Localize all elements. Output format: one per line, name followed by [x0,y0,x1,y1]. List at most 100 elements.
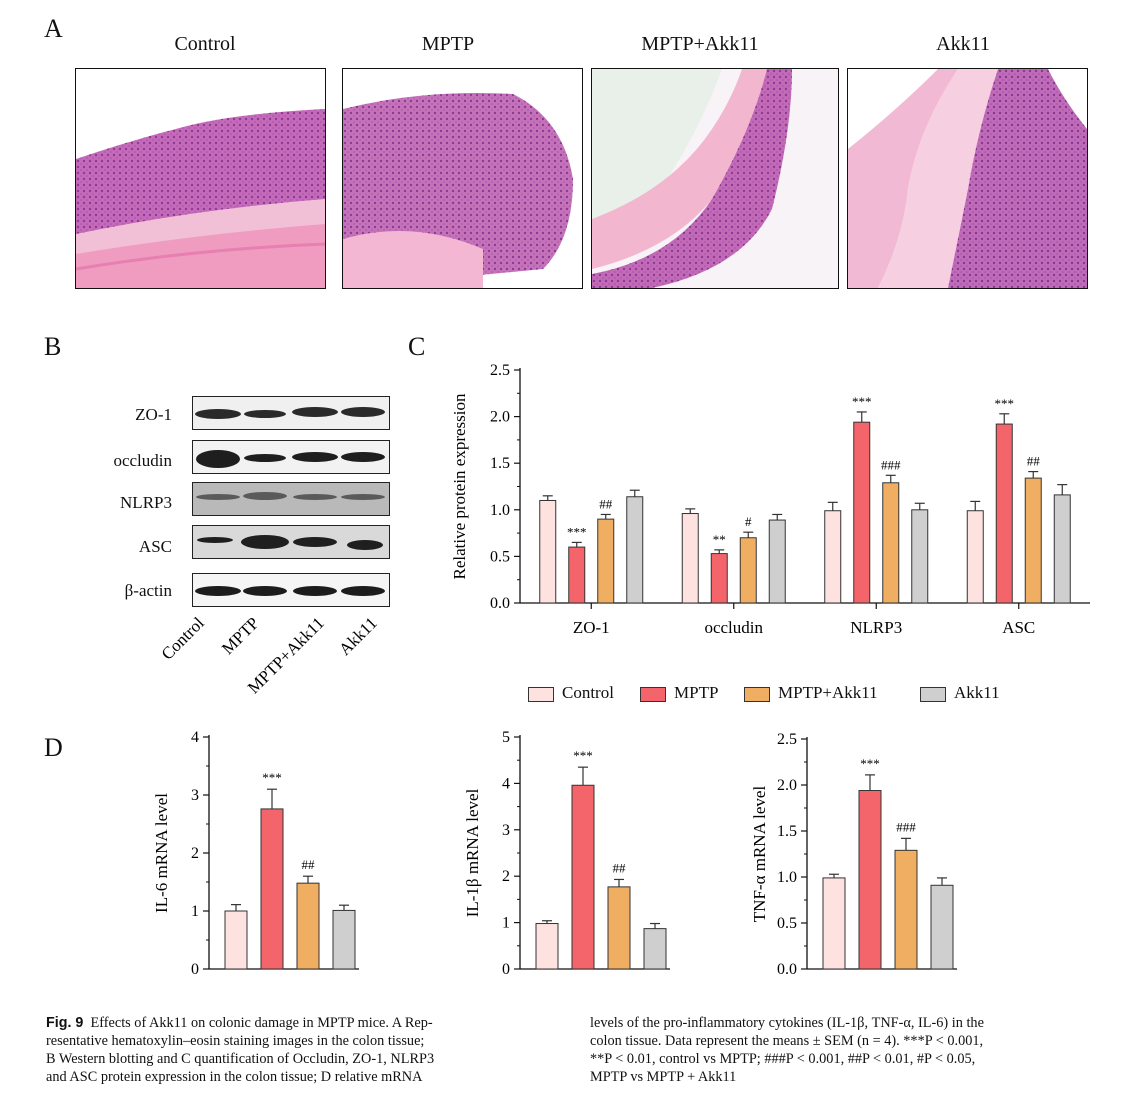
caption-right-line-4: MPTP vs MPTP + Akk11 [590,1069,737,1085]
chart-c-nlrp3-3-bar [911,509,929,604]
chart-c-significance-mark: *** [567,524,587,539]
chart-d3-ytick-label: 1.5 [777,823,797,840]
legend-label-control: Control [562,683,614,702]
chart-d3-ytick-label: 1.0 [777,869,797,886]
chart-c-zo1-0-bar [539,499,557,604]
chart-d1-ytick-label: 4 [191,729,199,746]
legend: Control MPTP MPTP+Akk11 Akk11 [528,683,1048,705]
panel-letter-d: D [44,733,63,762]
wb-label-zo1: ZO-1 [135,405,172,424]
chart-c-nlrp3-2-bar [882,482,900,604]
chart-c-zo1-3-bar [626,496,644,604]
chart-c-nlrp3-1-bar [853,421,871,604]
chart-d1-3-bar [332,909,356,970]
chart-c-xtick-label: NLRP3 [850,618,902,637]
chart-d1-0-bar [224,910,248,970]
chart-c-significance-mark: ** [713,532,726,547]
chart-c-ytick-label: 2.5 [490,362,510,379]
panel-letter-b: B [44,332,62,361]
chart-d3-significance-mark: *** [860,756,880,771]
legend-label-mptp-akk11: MPTP+Akk11 [778,683,878,702]
chart-d3-ytick-label: 2.0 [777,777,797,794]
chart-c-protein-expression: 0.0 0.5 1.0 1.5 2.0 2.5 Relative protein expre… [450,362,1090,637]
wb-lane-mptp: MPTP [218,613,263,658]
chart-d-il6: 0 1 2 3 4 IL-6 mRNA level *** ## [152,729,359,978]
chart-d2-ytick-label: 4 [502,775,510,792]
chart-c-asc-3-bar [1053,494,1071,604]
chart-d3-ytick-label: 0.5 [777,915,797,932]
histology-label-akk11: Akk11 [936,33,990,55]
chart-d2-ytick-label: 2 [502,868,510,885]
chart-d1-2-bar [296,882,320,970]
chart-c-occludin-3-bar [768,519,786,604]
chart-d3-3-bar [930,884,954,970]
chart-d2-3-bar [643,928,667,970]
wb-lane-akk11: Akk11 [335,613,381,659]
legend-label-mptp: MPTP [674,683,719,702]
chart-c-asc-2-bar [1024,477,1042,604]
chart-c-xtick-label: ZO-1 [573,618,610,637]
caption-right: levels of the pro-inflammatory cytokines… [590,1014,1110,1086]
chart-c-significance-mark: *** [995,396,1015,411]
chart-c-asc-0-bar [966,510,984,604]
chart-c-significance-mark: *** [852,394,872,409]
chart-d1-significance-mark: ## [302,857,316,872]
legend-swatch-akk11 [920,687,946,702]
chart-d2-ylabel: IL-1β mRNA level [463,788,482,917]
chart-d2-ytick-label: 0 [502,961,510,978]
histology-image-control [75,68,326,289]
caption-right-line-1: levels of the pro-inflammatory cytokines… [590,1015,984,1031]
wb-lane-control: Control [158,613,208,663]
chart-c-nlrp3-0-bar [824,510,842,604]
wb-lane-labels: Control MPTP MPTP+Akk11 Akk11 [158,613,381,697]
chart-c-ytick-label: 0.5 [490,548,510,565]
chart-d3-ylabel: TNF-α mRNA level [750,786,769,923]
chart-c-xtick-label: occludin [704,618,763,637]
wb-strip-asc [192,525,390,559]
chart-d2-2-bar [607,886,631,970]
chart-c-ytick-label: 2.0 [490,409,510,426]
chart-c-significance-mark: # [745,514,752,529]
wb-label-occludin: occludin [113,451,172,470]
chart-d3-2-bar [894,849,918,970]
caption-right-line-3: **P < 0.01, control vs MPTP; ###P < 0.00… [590,1051,976,1067]
legend-swatch-mptp [640,687,666,702]
chart-c-occludin-2-bar [739,537,757,604]
chart-c-ytick-label: 1.0 [490,502,510,519]
chart-d3-1-bar [858,790,882,970]
chart-c-significance-mark: ## [1027,454,1041,469]
chart-c-ylabel: Relative protein expression [450,393,469,580]
chart-c-occludin-1-bar [710,553,728,604]
chart-c-ytick-label: 1.5 [490,455,510,472]
wb-strip-zo1 [192,396,390,430]
histology-label-mptp: MPTP [421,33,475,55]
caption-right-line-2: colon tissue. Data represent the means ±… [590,1033,984,1049]
wb-strip-nlrp3 [192,482,390,516]
chart-d2-ytick-label: 3 [502,822,510,839]
chart-c-significance-mark: ## [599,496,613,511]
chart-d1-1-bar [260,808,284,970]
caption-left: Fig. 9 Effects of Akk11 on colonic damag… [46,1014,556,1086]
wb-label-nlrp3: NLRP3 [120,493,172,512]
chart-d1-ytick-label: 0 [191,961,199,978]
chart-d2-1-bar [571,784,595,970]
wb-label-asc: ASC [138,537,172,556]
wb-strip-occludin [192,440,390,474]
caption-left-line-2: resentative hematoxylin–eosin staining i… [46,1033,425,1049]
chart-d3-ytick-label: 2.5 [777,731,797,748]
chart-d2-0-bar [535,923,559,970]
chart-d3-ytick-label: 0.0 [777,961,797,978]
chart-c-asc-1-bar [995,423,1013,604]
chart-d1-significance-mark: *** [262,770,282,785]
chart-d1-ytick-label: 2 [191,845,199,862]
legend-label-akk11: Akk11 [954,683,1000,702]
chart-d-tnfa: 0.0 0.5 1.0 1.5 2.0 2.5 TNF-α mRNA level *** ### [750,731,957,978]
chart-d2-significance-mark: *** [573,748,593,763]
histology-label-control: Control [174,33,236,55]
chart-c-significance-mark: ### [881,457,901,472]
chart-d2-ytick-label: 1 [502,915,510,932]
histology-image-mptp-akk11 [591,68,839,289]
histology-image-mptp [342,68,583,289]
chart-d1-ytick-label: 1 [191,903,199,920]
panel-letter-c: C [408,332,426,361]
